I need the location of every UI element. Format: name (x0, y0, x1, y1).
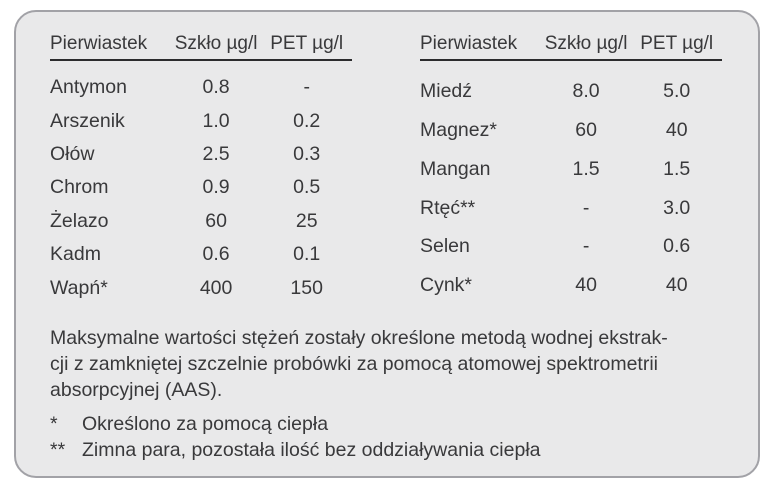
pet-value: - (303, 76, 310, 99)
element-name: Wapń* (50, 276, 108, 299)
element-name: Antymon (50, 76, 127, 99)
glass-column-header: Szkło µg/l (170, 34, 262, 61)
pet-value: 3.0 (663, 196, 691, 219)
table-row: Wapń* 400 150 (50, 271, 352, 304)
elements-table-left: Pierwiastek Szkło µg/l PET µg/l Antymon 0.8 -… (50, 34, 352, 305)
info-panel: Pierwiastek Szkło µg/l PET µg/l Antymon 0.8-… (14, 10, 760, 478)
method-note-line: cji z zamkniętej szczelnie probówki za p… (50, 352, 658, 375)
footnote-double-asterisk: ** Zimna para, pozostała ilość bez oddzi… (50, 437, 722, 463)
footnotes: * Określono za pomocą ciepła ** Zimna pa… (50, 411, 722, 463)
element-name: Cynk* (420, 273, 473, 296)
footnote-text: Zimna para, pozostała ilość bez oddziały… (82, 438, 541, 461)
glass-value: 8.0 (572, 79, 600, 102)
glass-value: 1.0 (202, 109, 230, 132)
table-row: Miedź 8.0 5.0 (420, 60, 722, 111)
method-note: Maksymalne wartości stężeń zostały okreś… (50, 325, 722, 403)
pet-value: 25 (295, 209, 318, 232)
element-name: Magnez* (420, 119, 497, 142)
table-row: Rtęć** - 3.0 (420, 189, 722, 228)
table-row: Arszenik 1.0 0.2 (50, 104, 352, 137)
element-name: Kadm (50, 243, 101, 266)
glass-value: 2.5 (202, 142, 230, 165)
pet-value: 0.2 (293, 109, 321, 132)
glass-value: 40 (575, 273, 597, 296)
tables-row: Pierwiastek Szkło µg/l PET µg/l Antymon 0.8-… (50, 34, 722, 305)
table-row: Kadm 0.6 0.1 (50, 238, 352, 271)
pet-value: 150 (290, 276, 323, 299)
element-column-header: Pierwiastek (420, 34, 541, 61)
table-row: Chrom 0.9 0.5 (50, 171, 352, 204)
pet-value: 40 (665, 273, 688, 296)
element-name: Chrom (50, 176, 109, 199)
table-row: Magnez* 60 40 (420, 111, 722, 150)
element-name: Żelazo (50, 209, 109, 232)
pet-value: 0.3 (293, 142, 321, 165)
pet-value: 40 (665, 119, 688, 142)
glass-value: 0.8 (202, 76, 230, 99)
glass-value: 0.9 (202, 176, 230, 199)
footnote-marker: * (50, 412, 58, 435)
element-name: Mangan (420, 157, 491, 180)
method-note-line: Maksymalne wartości stężeń zostały okreś… (50, 326, 668, 349)
element-name: Ołów (50, 142, 95, 165)
glass-value: 1.5 (572, 157, 600, 180)
glass-value: - (582, 235, 590, 258)
table-header-row: Pierwiastek Szkło µg/l PET µg/l (50, 34, 352, 61)
glass-value: 60 (205, 209, 227, 232)
pet-value: 0.1 (293, 243, 321, 266)
pet-value: 1.5 (663, 157, 691, 180)
footnote-marker: ** (50, 438, 66, 461)
table-row: Selen - 0.6 (420, 227, 722, 266)
table-row: Antymon 0.8 - (50, 60, 352, 104)
table-row: Cynk* 40 40 (420, 266, 722, 305)
method-note-line: absorpcyjnej (AAS). (50, 378, 223, 401)
glass-value: 400 (199, 276, 233, 299)
glass-column-header: Szkło µg/l (540, 34, 632, 61)
pet-value: 0.5 (293, 176, 321, 199)
element-name: Selen (420, 235, 470, 258)
glass-value: - (582, 196, 590, 219)
pet-value: 5.0 (663, 79, 691, 102)
glass-value: 60 (575, 119, 597, 142)
pet-value: 0.6 (663, 235, 691, 258)
table-row: Mangan 1.5 1.5 (420, 150, 722, 189)
elements-table-right: Pierwiastek Szkło µg/l PET µg/l Miedź 8.0 5.0… (420, 34, 722, 305)
table-header-row: Pierwiastek Szkło µg/l PET µg/l (420, 34, 722, 61)
footnote-text: Określono za pomocą ciepła (82, 412, 329, 435)
element-name: Miedź (420, 79, 473, 102)
element-name: Arszenik (50, 109, 125, 132)
element-name: Rtęć** (420, 196, 476, 219)
table-row: Ołów 2.5 0.3 (50, 138, 352, 171)
footnote-single-asterisk: * Określono za pomocą ciepła (50, 411, 722, 437)
pet-column-header: PET µg/l (261, 34, 352, 61)
table-row: Żelazo 60 25 (50, 205, 352, 238)
glass-value: 0.6 (202, 243, 230, 266)
pet-column-header: PET µg/l (631, 34, 722, 61)
element-column-header: Pierwiastek (50, 34, 171, 61)
